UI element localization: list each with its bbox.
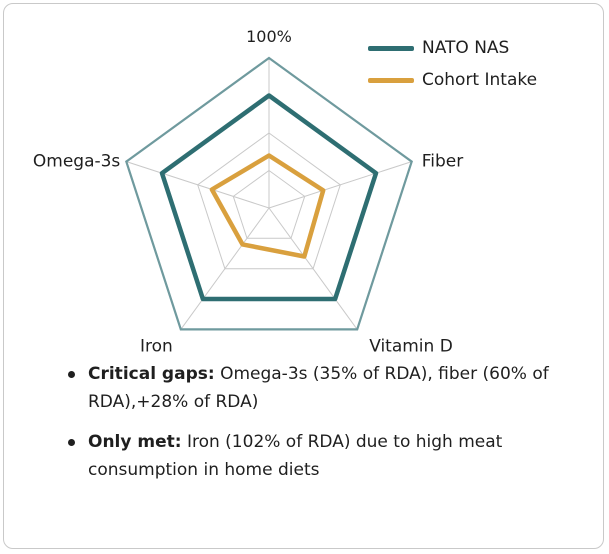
legend-label-nato-nas: NATO NAS: [422, 38, 510, 58]
axis-label-vitamin-d: Vitamin D: [369, 336, 453, 356]
axis-label-100: 100%: [246, 27, 292, 46]
radar-chart: 100% Fiber Vitamin D Iron Omega-3s: [33, 27, 463, 356]
finding-only-met: Only met: Iron (102% of RDA) due to high…: [66, 428, 586, 484]
legend-item-nato-nas: NATO NAS: [368, 32, 537, 64]
series-cohort-intake: [209, 153, 326, 259]
finding-lead: Critical gaps:: [88, 364, 215, 384]
axis-label-omega-3s: Omega-3s: [33, 152, 121, 172]
legend-label-cohort-intake: Cohort Intake: [422, 70, 538, 90]
finding-text: Iron (102% of RDA) due to high meat cons…: [88, 432, 503, 480]
radar-series: [159, 93, 379, 302]
finding-lead: Only met:: [88, 432, 182, 452]
spoke-fiber: [268, 161, 412, 209]
spoke-vitamin-d: [268, 207, 358, 330]
radar-spokes: [126, 58, 412, 330]
grid-ring: [232, 169, 306, 239]
legend-swatch-cohort-intake: [368, 77, 414, 83]
bullet-dot: [68, 371, 75, 378]
legend: NATO NAS Cohort Intake: [368, 32, 537, 96]
grid-ring: [197, 132, 341, 270]
spoke-omega-3s: [126, 161, 270, 209]
legend-item-cohort-intake: Cohort Intake: [368, 64, 537, 96]
finding-critical-gaps: Critical gaps: Omega-3s (35% of RDA), fi…: [66, 360, 586, 416]
spoke-iron: [180, 207, 270, 330]
axis-label-iron: Iron: [140, 336, 173, 356]
card-frame: [3, 3, 604, 549]
legend-swatch-nato-nas: [368, 45, 414, 51]
finding-text: Omega-3s (35% of RDA), fiber (60% of RDA…: [88, 364, 549, 412]
radar-axis-labels: 100% Fiber Vitamin D Iron Omega-3s: [33, 27, 463, 356]
findings-list: Critical gaps: Omega-3s (35% of RDA), fi…: [66, 360, 586, 496]
series-nato-nas: [159, 93, 379, 302]
radar-outer-frame: [125, 56, 413, 331]
axis-label-fiber: Fiber: [422, 152, 464, 172]
bullet-dot: [68, 439, 75, 446]
